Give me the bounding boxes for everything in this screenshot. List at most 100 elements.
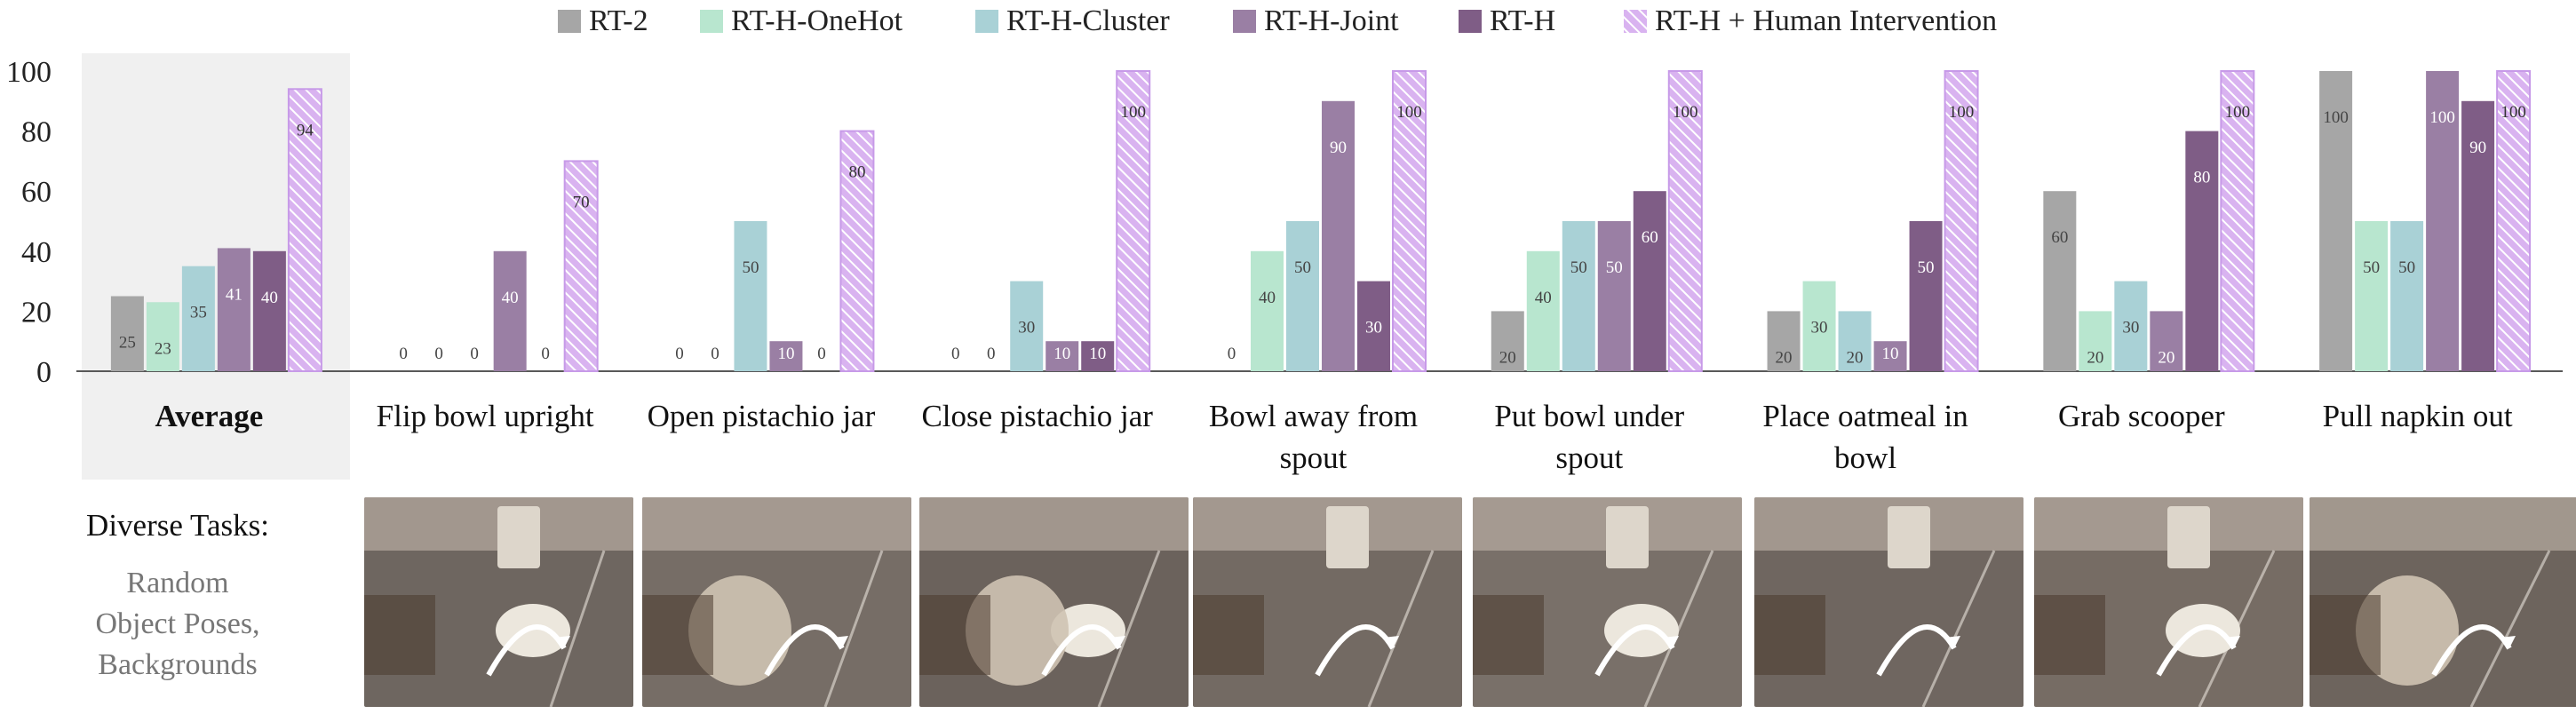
bar <box>252 250 286 371</box>
data-label: 94 <box>297 121 314 139</box>
legend-label: RT-H + Human Intervention <box>1655 4 1997 37</box>
legend-swatch <box>700 10 723 33</box>
data-label: 0 <box>434 345 443 363</box>
legend-item: RT-2 <box>558 4 648 37</box>
bar <box>1838 311 1872 371</box>
category-label: Place oatmeal in bowl <box>1762 399 1968 475</box>
task-photo <box>919 497 1189 707</box>
data-label: 90 <box>1330 139 1347 157</box>
bar-chart: RT-2 RT-H-OneHot RT-H-Cluster RT-H-Joint RT-… <box>6 4 2563 480</box>
legend-swatch <box>975 10 998 33</box>
category-label: Average <box>155 399 263 433</box>
bar <box>1357 281 1390 371</box>
data-label: 100 <box>2429 108 2455 127</box>
data-label: 0 <box>951 345 960 363</box>
data-label: 0 <box>711 345 720 363</box>
subtitle-line: Random <box>126 567 229 599</box>
category-label: Close pistachio jar <box>921 399 1153 433</box>
data-label: 23 <box>155 339 171 358</box>
data-label: 40 <box>1535 289 1552 307</box>
bar <box>839 130 875 372</box>
task-photo <box>1473 497 1742 707</box>
y-tick-label: 80 <box>21 116 52 149</box>
bar <box>110 296 144 371</box>
y-tick-label: 100 <box>6 56 52 89</box>
bar <box>2426 71 2460 371</box>
bar <box>2150 311 2183 371</box>
data-label: 50 <box>1570 258 1587 277</box>
data-label: 0 <box>470 345 479 363</box>
bars <box>110 70 2532 372</box>
data-label: 100 <box>1396 103 1422 122</box>
bar <box>769 341 803 371</box>
legend-item: RT-H-Cluster <box>975 4 1170 37</box>
bar <box>2114 281 2148 371</box>
bar <box>146 302 179 371</box>
bar <box>2185 131 2219 371</box>
data-label: 50 <box>742 258 759 277</box>
data-label: 60 <box>2051 228 2068 247</box>
legend-swatch <box>558 10 581 33</box>
bar <box>2319 71 2353 371</box>
data-label: 20 <box>1847 348 1864 367</box>
legend-label: RT-H-OneHot <box>731 4 903 37</box>
data-label: 30 <box>2122 319 2139 337</box>
bar <box>2079 311 2112 371</box>
data-label: 80 <box>848 163 865 182</box>
category-label: Pull napkin out <box>2323 399 2513 433</box>
bar <box>1392 70 1427 372</box>
legend-label: RT-H-Joint <box>1264 4 1399 37</box>
legend-item: RT-H-OneHot <box>700 4 903 37</box>
bar <box>1116 70 1151 372</box>
bar <box>1873 341 1907 371</box>
task-photo <box>2310 497 2576 707</box>
bar <box>217 248 250 371</box>
data-label: 40 <box>502 289 519 307</box>
subtitle-line: Backgrounds <box>98 648 258 681</box>
data-label: 100 <box>1949 103 1975 122</box>
legend-swatch <box>1624 10 1647 33</box>
data-label: 0 <box>399 345 408 363</box>
data-label: 50 <box>1294 258 1311 277</box>
data-label: 20 <box>1499 348 1516 367</box>
task-photo <box>2034 497 2303 707</box>
data-label: 50 <box>1918 258 1935 277</box>
category-label: Flip bowl upright <box>377 399 594 433</box>
task-photo <box>1754 497 2023 707</box>
diverse-tasks-title: Diverse Tasks: <box>86 508 269 543</box>
category-label: Open pistachio jar <box>648 399 876 433</box>
task-photo <box>642 497 911 707</box>
data-label: 10 <box>1053 345 1070 363</box>
data-label: 10 <box>777 345 794 363</box>
bar <box>1046 341 1079 371</box>
category-label: Bowl away from spout <box>1209 399 1418 475</box>
data-label: 100 <box>2500 103 2526 122</box>
bar <box>1802 281 1836 371</box>
data-label: 20 <box>1776 348 1793 367</box>
bar <box>1944 70 1979 372</box>
data-label: 40 <box>1259 289 1276 307</box>
legend-item: RT-H <box>1459 4 1555 37</box>
legend-label: RT-H-Cluster <box>1006 4 1170 37</box>
y-tick-label: 60 <box>21 176 52 209</box>
y-tick-label: 40 <box>21 236 52 269</box>
data-label: 10 <box>1882 345 1899 363</box>
data-label: 30 <box>1811 319 1828 337</box>
data-label: 35 <box>190 304 207 322</box>
data-label: 100 <box>2323 108 2349 127</box>
data-label: 0 <box>541 345 550 363</box>
data-label: 50 <box>2398 258 2415 277</box>
data-label: 70 <box>573 193 590 211</box>
bar <box>181 266 215 371</box>
y-tick-label: 0 <box>36 356 52 389</box>
bar <box>1322 100 1355 372</box>
bar <box>2355 221 2389 371</box>
legend-label: RT-2 <box>589 4 648 37</box>
bar <box>2461 100 2495 372</box>
bar <box>563 160 599 372</box>
data-label: 25 <box>119 334 136 353</box>
data-label: 50 <box>2363 258 2380 277</box>
diverse-tasks-subtitle: Random Object Poses, Backgrounds <box>0 563 355 686</box>
bar <box>2220 70 2255 372</box>
